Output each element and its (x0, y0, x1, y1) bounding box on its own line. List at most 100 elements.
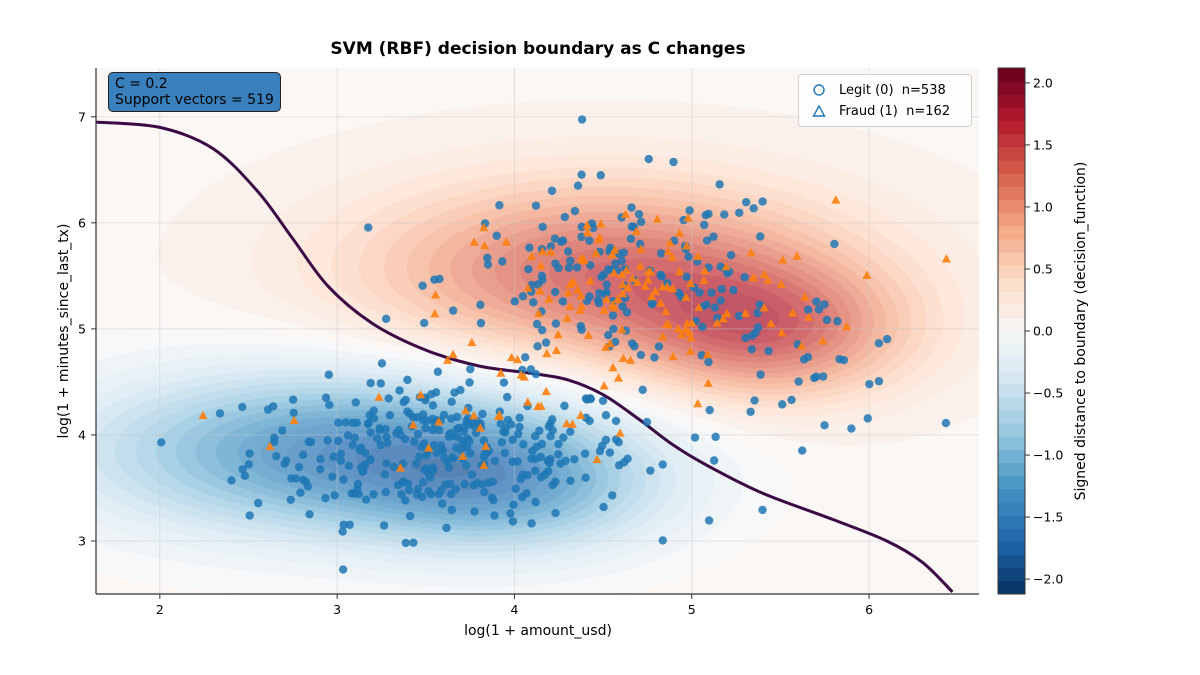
colorbar-band (998, 278, 1025, 293)
legit-point (497, 438, 506, 447)
legit-point (395, 386, 404, 395)
legit-point (430, 275, 439, 284)
legit-point (508, 517, 518, 526)
legit-point (316, 454, 325, 464)
fraud-point (718, 313, 728, 323)
fraud-point (792, 251, 802, 260)
legit-point (369, 406, 378, 415)
colorbar-band (998, 580, 1025, 595)
colorbar-label: Signed distance to boundary (decision_fu… (1073, 162, 1089, 501)
legit-point (734, 311, 744, 321)
legit-point (421, 464, 431, 473)
legit-point (420, 439, 429, 448)
legit-point (735, 208, 744, 217)
legit-point (303, 482, 313, 491)
legit-point (716, 296, 725, 305)
legit-point (339, 475, 348, 484)
legit-point (593, 295, 603, 305)
legit-point (419, 318, 429, 328)
colorbar-band (998, 160, 1025, 174)
colorbar-tick-label: 1.0 (1033, 199, 1053, 214)
legit-point (369, 490, 378, 499)
legit-point (627, 339, 637, 348)
legit-point (741, 197, 751, 207)
legit-point (440, 453, 449, 463)
colorbar-band (998, 146, 1025, 161)
legit-point (551, 319, 561, 328)
fraud-point (443, 355, 453, 364)
fraud-point (788, 308, 798, 317)
legit-point (428, 401, 438, 410)
legit-point (657, 272, 666, 281)
legit-point (442, 523, 451, 533)
legit-point (244, 460, 254, 469)
legit-point (563, 247, 573, 256)
legit-point (329, 452, 338, 461)
y-tick-label: 4 (78, 427, 86, 442)
legit-point (506, 509, 515, 518)
fraud-point (593, 234, 604, 244)
legit-point (245, 511, 254, 520)
fraud-point (636, 244, 646, 253)
legit-point (530, 432, 540, 441)
legit-point (537, 271, 547, 281)
legit-point (511, 484, 520, 494)
legit-point (729, 285, 738, 295)
legit-point (447, 505, 456, 515)
legit-point (619, 248, 629, 257)
fraud-point (656, 298, 666, 307)
legit-point (418, 281, 427, 290)
fraud-point (682, 318, 692, 327)
fraud-point (643, 267, 653, 276)
fraud-point (591, 248, 601, 257)
legit-point (345, 520, 354, 529)
legit-point (373, 434, 382, 443)
legit-point (617, 256, 626, 266)
legit-point (428, 425, 437, 435)
legit-point (245, 449, 254, 458)
fraud-point (609, 268, 619, 277)
fraud-point (618, 353, 628, 362)
legit-point (268, 402, 278, 411)
legit-point (833, 317, 842, 326)
legit-point (348, 418, 357, 428)
fraud-point (289, 415, 299, 425)
legit-point (389, 462, 399, 472)
legit-point (338, 527, 347, 536)
legit-point (581, 413, 591, 422)
x-tick-label: 4 (510, 602, 518, 617)
fraud-point (469, 410, 479, 420)
legit-point (558, 236, 568, 245)
legit-point (820, 421, 829, 430)
legit-point (581, 473, 590, 482)
colorbar-band (998, 462, 1025, 477)
fraud-point (546, 247, 556, 256)
legit-point (385, 411, 395, 420)
fraud-point (693, 251, 703, 260)
fraud-point (577, 301, 587, 310)
legit-point (720, 210, 729, 219)
legit-point (874, 377, 884, 386)
legit-point (404, 486, 414, 495)
colorbar-band (998, 199, 1025, 214)
legit-point (554, 450, 563, 459)
fraud-point (625, 355, 636, 364)
fraud-point (712, 318, 722, 327)
fraud-point (686, 278, 696, 288)
legit-point (399, 477, 408, 486)
legit-point (609, 324, 618, 334)
y-tick-label: 3 (78, 533, 86, 548)
colorbar-tick-label: −2.0 (1033, 572, 1063, 587)
fraud-point (408, 420, 418, 429)
legit-point (847, 424, 856, 433)
legit-point (412, 413, 422, 422)
colorbar-band (998, 107, 1025, 122)
legit-point (366, 428, 375, 437)
fraud-point (601, 342, 611, 351)
legit-point (436, 446, 446, 456)
fraud-point (681, 292, 691, 301)
fraud-point (694, 302, 704, 312)
legit-point (401, 496, 410, 505)
legit-point (764, 346, 773, 356)
legit-point (476, 318, 486, 328)
